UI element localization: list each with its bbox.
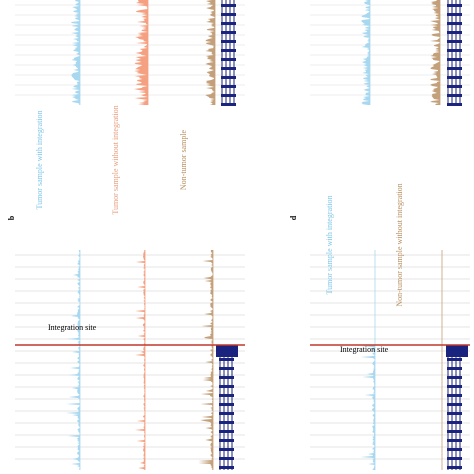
exon bbox=[219, 358, 234, 361]
exon bbox=[221, 31, 236, 34]
exon bbox=[221, 58, 236, 61]
exon bbox=[447, 385, 462, 388]
exon bbox=[221, 85, 236, 88]
exon bbox=[447, 76, 462, 79]
annotation: Integration site bbox=[48, 323, 97, 332]
signal bbox=[65, 250, 80, 470]
exon bbox=[219, 466, 234, 469]
exon bbox=[447, 430, 462, 433]
panel-label: b bbox=[7, 215, 16, 220]
track-label: Non-tumor sample bbox=[179, 129, 188, 190]
exon bbox=[447, 448, 462, 451]
exon bbox=[447, 457, 462, 460]
signal bbox=[205, 0, 215, 105]
signal bbox=[360, 345, 375, 470]
exon bbox=[447, 85, 462, 88]
exon bbox=[447, 103, 462, 106]
exon bbox=[447, 49, 462, 52]
track-label: Tumor sample with integration bbox=[325, 195, 334, 294]
exon bbox=[447, 94, 462, 97]
exon bbox=[219, 385, 234, 388]
exon bbox=[447, 4, 462, 7]
track-label: Tumor sample with integration bbox=[35, 110, 44, 209]
signal bbox=[430, 0, 440, 105]
exon bbox=[221, 103, 236, 106]
exon bbox=[221, 4, 236, 7]
exon bbox=[447, 394, 462, 397]
panel-label: d bbox=[289, 215, 298, 220]
exon bbox=[447, 466, 462, 469]
exon bbox=[221, 40, 236, 43]
exon bbox=[221, 13, 236, 16]
exon bbox=[447, 358, 462, 361]
track-label: Tumor sample without integration bbox=[111, 105, 120, 214]
exon bbox=[447, 22, 462, 25]
exon bbox=[221, 22, 236, 25]
exon bbox=[447, 67, 462, 70]
exon bbox=[221, 76, 236, 79]
exon bbox=[219, 421, 234, 424]
exon bbox=[221, 94, 236, 97]
gene-block bbox=[216, 345, 238, 357]
exon bbox=[219, 403, 234, 406]
signal bbox=[198, 250, 213, 470]
signal bbox=[134, 0, 148, 105]
exon bbox=[219, 367, 234, 370]
track-label: Non-tumor sample without integration bbox=[395, 183, 404, 306]
exon bbox=[447, 421, 462, 424]
exon bbox=[219, 430, 234, 433]
signal bbox=[71, 0, 80, 105]
exon bbox=[219, 439, 234, 442]
exon bbox=[447, 403, 462, 406]
exon bbox=[219, 448, 234, 451]
exon bbox=[219, 412, 234, 415]
exon bbox=[219, 457, 234, 460]
signal bbox=[361, 0, 370, 105]
exon bbox=[447, 412, 462, 415]
exon bbox=[447, 58, 462, 61]
signal bbox=[135, 250, 145, 470]
exon bbox=[447, 40, 462, 43]
exon bbox=[219, 376, 234, 379]
exon bbox=[447, 439, 462, 442]
exon bbox=[447, 367, 462, 370]
exon bbox=[447, 13, 462, 16]
annotation: Integration site bbox=[340, 345, 389, 354]
exon bbox=[221, 49, 236, 52]
tracks bbox=[15, 0, 470, 470]
exon bbox=[447, 376, 462, 379]
exon bbox=[221, 67, 236, 70]
exon bbox=[447, 31, 462, 34]
exon bbox=[219, 394, 234, 397]
gene-block bbox=[446, 345, 468, 357]
